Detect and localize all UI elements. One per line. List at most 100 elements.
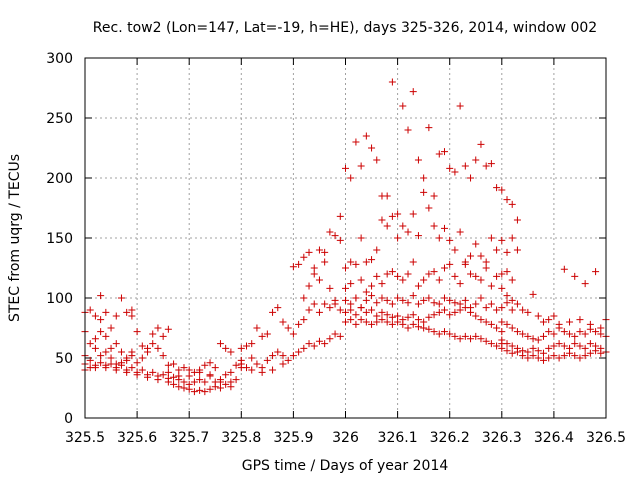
data-point	[97, 292, 105, 300]
data-point	[164, 378, 172, 386]
data-point	[581, 344, 589, 352]
data-point	[97, 359, 105, 367]
data-point	[503, 347, 511, 355]
data-point	[123, 356, 131, 364]
data-point	[175, 372, 183, 380]
x-tick-label: 325.7	[169, 430, 209, 446]
data-point	[420, 296, 428, 304]
data-point	[326, 228, 334, 236]
data-point	[440, 224, 448, 232]
data-point	[446, 311, 454, 319]
data-point	[560, 342, 568, 350]
data-point	[482, 258, 490, 266]
data-point	[461, 304, 469, 312]
data-point	[493, 272, 501, 280]
data-point	[227, 368, 235, 376]
data-point	[305, 248, 313, 256]
data-point	[467, 174, 475, 182]
data-point	[482, 162, 490, 170]
data-point	[216, 384, 224, 392]
data-point	[383, 311, 391, 319]
data-point	[571, 352, 579, 360]
data-point	[425, 270, 433, 278]
data-point	[362, 318, 370, 326]
data-point	[138, 342, 146, 350]
data-point	[529, 335, 537, 343]
data-point	[404, 228, 412, 236]
plot-frame	[84, 57, 607, 419]
data-point	[566, 318, 574, 326]
data-point	[435, 300, 443, 308]
data-point	[248, 366, 256, 374]
data-point	[211, 364, 219, 372]
data-point	[295, 320, 303, 328]
data-point	[435, 308, 443, 316]
data-point	[420, 174, 428, 182]
data-point	[487, 320, 495, 328]
data-point	[394, 312, 402, 320]
data-point	[128, 352, 136, 360]
data-point	[357, 304, 365, 312]
data-point	[534, 354, 542, 362]
data-point	[487, 282, 495, 290]
data-point	[581, 330, 589, 338]
data-point	[185, 366, 193, 374]
data-point	[378, 294, 386, 302]
data-point	[586, 325, 594, 333]
data-point	[154, 376, 162, 384]
data-point	[117, 294, 125, 302]
data-point	[97, 352, 105, 360]
data-point	[331, 296, 339, 304]
data-point	[524, 332, 532, 340]
data-point	[498, 328, 506, 336]
y-tick-label: 50	[55, 351, 73, 367]
data-point	[321, 340, 329, 348]
data-point	[461, 296, 469, 304]
data-point	[159, 332, 167, 340]
data-point	[529, 290, 537, 298]
data-point	[170, 373, 178, 381]
data-point	[597, 324, 605, 332]
data-point	[498, 236, 506, 244]
data-point	[456, 300, 464, 308]
data-point	[305, 306, 313, 314]
data-point	[440, 294, 448, 302]
data-point	[123, 368, 131, 376]
data-point	[300, 344, 308, 352]
data-point	[357, 276, 365, 284]
data-point	[279, 318, 287, 326]
data-point	[586, 340, 594, 348]
data-point	[128, 364, 136, 372]
data-point	[144, 348, 152, 356]
x-tick-label: 326	[332, 430, 359, 446]
data-point	[409, 320, 417, 328]
data-point	[508, 276, 516, 284]
data-point	[128, 306, 136, 314]
data-point	[128, 312, 136, 320]
data-point	[190, 388, 198, 396]
data-point	[420, 318, 428, 326]
data-point	[164, 325, 172, 333]
data-point	[201, 361, 209, 369]
x-tick-label: 326.5	[586, 430, 626, 446]
x-tick-label: 326.3	[482, 430, 522, 446]
data-point	[175, 383, 183, 391]
data-point	[180, 364, 188, 372]
data-point	[388, 300, 396, 308]
data-point	[102, 348, 110, 356]
data-point	[394, 272, 402, 280]
data-point	[154, 324, 162, 332]
data-point	[206, 371, 214, 379]
data-point	[388, 268, 396, 276]
y-tick-label: 0	[64, 411, 73, 427]
x-tick-label: 325.5	[65, 430, 105, 446]
data-point	[248, 354, 256, 362]
data-point	[545, 328, 553, 336]
data-point	[300, 253, 308, 261]
data-point	[503, 299, 511, 307]
data-point	[394, 210, 402, 218]
data-point	[86, 340, 94, 348]
data-point	[555, 354, 563, 362]
data-point	[576, 342, 584, 350]
data-point	[482, 318, 490, 326]
